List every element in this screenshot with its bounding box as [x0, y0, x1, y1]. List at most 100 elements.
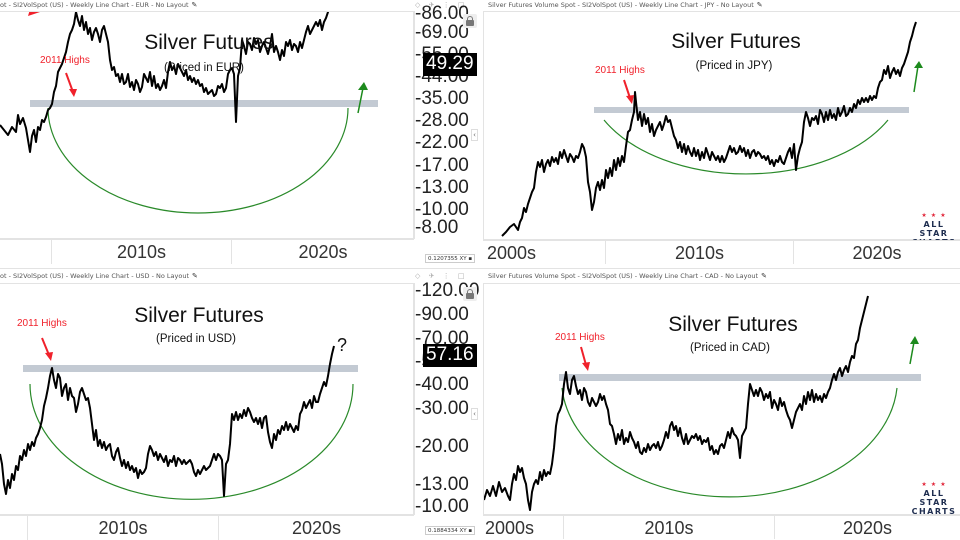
chart-header: Silver Futures Volume Spot - SI2VolSpot …	[488, 271, 767, 282]
chart-subtitle: (Priced in EUR)	[164, 62, 244, 74]
highs-label: 2011 Highs	[595, 65, 645, 76]
chart-title: Silver Futures	[134, 304, 264, 327]
last-price-badge: 57.16	[423, 344, 477, 367]
x-label: 2010s	[51, 240, 231, 264]
resistance-band	[594, 107, 909, 113]
y-tick: 86.00	[415, 4, 469, 23]
edit-pencil-icon[interactable]: ✎	[761, 272, 767, 280]
y-tick: 28.00	[415, 111, 469, 130]
up-arrow-icon	[909, 341, 915, 365]
highs-arrowhead	[28, 12, 40, 16]
up-arrowhead-icon	[914, 61, 923, 68]
panel-usd: ot - SI2VolSpot (US) - Weekly Line Chart…	[0, 268, 480, 540]
scale-value: 0.1884334	[428, 528, 458, 534]
y-axis[interactable]: 120.00 90.00 70.00 50.00 40.00 30.00 20.…	[414, 281, 480, 516]
price-chart-svg	[0, 12, 378, 214]
x-label: 2010s	[27, 516, 218, 540]
chart-subtitle: (Priced in CAD)	[690, 342, 770, 354]
panel-divider	[0, 268, 480, 269]
chart-title: Silver Futures	[671, 30, 801, 53]
lock-icon[interactable]	[463, 287, 477, 301]
highs-arrow-icon	[623, 79, 631, 99]
edit-pencil-icon[interactable]: ✎	[756, 1, 763, 9]
logo-stars-icon: ★ ★ ★	[921, 481, 947, 488]
chart-header: ot - SI2VolSpot (US) - Weekly Line Chart…	[0, 271, 198, 282]
collapse-chevron-icon[interactable]: ‹	[471, 408, 478, 420]
y-tick: 70.00	[415, 329, 469, 348]
chart-header-text: Silver Futures Volume Spot - SI2VolSpot …	[488, 1, 754, 9]
jpy-annotations-svg	[623, 61, 923, 104]
highs-arrow-icon	[65, 72, 74, 93]
highs-arrowhead-icon	[626, 95, 634, 104]
y-tick: 69.00	[415, 23, 469, 42]
plot-area[interactable]	[483, 283, 960, 515]
price-chart-svg	[484, 295, 921, 511]
x-axis: 2010s 2020s	[0, 515, 414, 540]
highs-label: 2011 Highs	[555, 332, 605, 343]
logo-line-1: ALL STAR	[919, 220, 949, 238]
up-arrowhead-icon	[910, 336, 919, 344]
logo-line-2: CHARTS	[911, 507, 957, 516]
allstarcharts-logo: ★ ★ ★ ALL STAR CHARTS	[908, 480, 960, 516]
plot-area[interactable]	[0, 283, 414, 515]
last-price-badge: 49.29	[423, 53, 477, 76]
y-tick: 22.00	[415, 133, 469, 152]
y-tick: 17.00	[415, 156, 469, 175]
x-axis: 2000s 2010s 2020s	[483, 240, 960, 264]
edit-pencil-icon[interactable]: ✎	[191, 1, 198, 9]
chart-title: Silver Futures	[144, 31, 274, 54]
collapse-chevron-icon[interactable]: ‹	[471, 129, 478, 141]
plot-area[interactable]	[0, 11, 414, 239]
y-tick: 10.00	[415, 497, 469, 516]
x-label: 2020s	[774, 516, 960, 539]
cup-arc	[47, 107, 349, 214]
y-tick: 10.00	[415, 200, 469, 219]
chart-header-text: Silver Futures Volume Spot - SI2VolSpot …	[488, 272, 759, 280]
price-chart-svg	[0, 345, 358, 500]
x-label: 2010s	[605, 241, 793, 264]
scale-mode: XY	[459, 528, 467, 534]
x-label: 2020s	[793, 241, 960, 264]
chart-title: Silver Futures	[668, 313, 798, 336]
chart-header: Silver Futures Volume Spot - SI2VolSpot …	[488, 0, 763, 11]
y-tick: 13.00	[415, 178, 469, 197]
cup-arc	[561, 387, 898, 498]
x-label: 2020s	[231, 240, 414, 264]
y-tick: 20.00	[415, 437, 469, 456]
highs-arrow-icon	[41, 337, 50, 356]
up-arrow-icon	[913, 65, 919, 93]
lock-icon[interactable]	[463, 14, 477, 28]
y-tick: 40.00	[415, 375, 469, 394]
scale-readout[interactable]: 0.1884334 XY ▪	[425, 526, 476, 535]
y-tick: 35.00	[415, 89, 469, 108]
usd-annotations-svg	[41, 337, 53, 361]
cad-annotations-svg	[580, 336, 919, 371]
scale-mode: XY	[459, 256, 467, 262]
y-tick: 90.00	[415, 305, 469, 324]
scale-readout[interactable]: 0.1207355 XY ▪	[425, 254, 476, 263]
logo-line-1: ALL STAR	[919, 489, 949, 507]
question-mark: ?	[337, 335, 348, 355]
x-label: 2010s	[563, 516, 774, 539]
highs-arrowhead-icon	[69, 89, 77, 97]
highs-label: 2011 Highs	[17, 318, 67, 329]
plot-area[interactable]	[483, 11, 960, 240]
cup-arc	[29, 383, 354, 500]
highs-arrowhead-icon	[582, 362, 590, 371]
panel-eur: ot - SI2VolSpot (US) - Weekly Line Chart…	[0, 0, 480, 268]
logo-stars-icon: ★ ★ ★	[921, 212, 947, 219]
resistance-band	[559, 374, 921, 381]
resistance-band	[23, 365, 358, 372]
x-label: 2020s	[218, 516, 414, 540]
panel-jpy: Silver Futures Volume Spot - SI2VolSpot …	[480, 0, 960, 268]
highs-arrow-icon	[580, 346, 587, 366]
y-tick: 8.00	[415, 218, 458, 237]
y-axis[interactable]: 86.00 69.00 55.00 44.00 35.00 28.00 22.0…	[414, 4, 480, 239]
x-axis: 2000s 2010s 2020s	[483, 515, 960, 539]
highs-label: 2011 Highs	[40, 55, 90, 66]
up-arrow-icon	[357, 87, 364, 114]
x-label: 2000s	[487, 243, 537, 263]
x-label: 2000s	[485, 518, 535, 538]
edit-pencil-icon[interactable]: ✎	[192, 272, 198, 280]
